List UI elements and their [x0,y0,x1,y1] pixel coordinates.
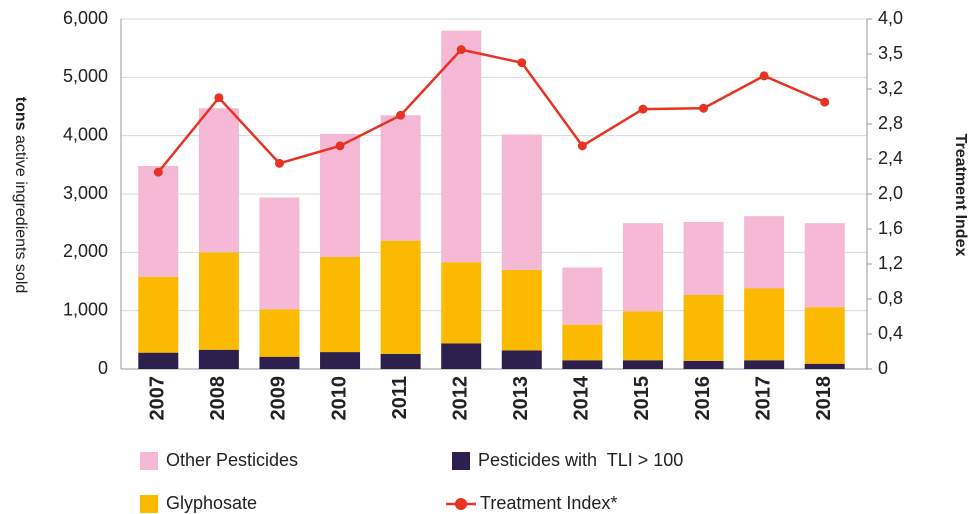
bar-segment [804,363,845,369]
y-axis-label: tons active ingredients sold [12,97,29,294]
legend-swatch [452,452,470,470]
bar-segment [562,267,603,325]
y2-tick-label: 4,0 [878,8,903,28]
y-tick-label: 6,000 [63,8,108,28]
legend-label: Other Pesticides [166,450,298,470]
legend-marker [455,498,467,510]
bar-segment [138,352,179,369]
bar-segment [683,360,724,369]
x-tick-label: 2008 [207,376,229,421]
line-point [335,141,345,151]
bar-segment [320,133,361,257]
x-tick-label: 2007 [147,376,169,421]
x-tick-label: 2017 [752,376,774,421]
bar-segment [562,360,603,369]
bar-segment [441,30,482,263]
line-point [638,104,648,114]
y2-tick-label: 3,5 [878,43,903,63]
bar-segment [198,252,239,350]
line-point [274,158,284,168]
x-tick-label: 2016 [692,376,714,421]
bar-segment [501,350,542,369]
line-point [699,103,709,113]
x-tick-label: 2013 [510,376,532,421]
legend-swatch [140,495,158,513]
bar-segment [744,288,785,361]
bar-segment [622,223,663,312]
bar-segment [804,223,845,308]
y2-tick-label: 2,0 [878,183,903,203]
bar-segment [622,360,663,369]
line-point [396,110,406,120]
bar-segment [744,360,785,369]
bar-segment [380,353,421,369]
bar-segment [501,134,542,270]
x-tick-label: 2015 [631,376,653,421]
bar-segment [441,343,482,369]
bar-segment [562,324,603,361]
bar-segment [380,115,421,241]
legend-swatch [140,452,158,470]
bar-segment [441,262,482,344]
legend-label: Glyphosate [166,493,257,513]
bar-segment [138,166,179,277]
y2-tick-label: 0,4 [878,323,903,343]
y2-tick-label: 1,6 [878,218,903,238]
bar-segment [622,311,663,361]
bar-segment [501,269,542,351]
bar-segment [380,240,421,354]
bar-segment [138,276,179,353]
y-label-bold: tons [12,97,29,131]
y-tick-label: 1,000 [63,299,108,319]
y-tick-label: 5,000 [63,66,108,86]
bar-segment [320,352,361,369]
x-tick-label: 2012 [449,376,471,421]
line-point [214,93,224,103]
y2-tick-label: 2,8 [878,113,903,133]
x-tick-label: 2014 [571,375,593,420]
y2-tick-label: 0 [878,358,888,378]
bar-segment [259,197,300,310]
legend-label: Treatment Index* [480,493,617,513]
line-point [456,45,466,55]
bar-segment [683,294,724,361]
y-label: active ingredients sold [12,135,29,293]
line [157,48,826,173]
y-tick-label: 2,000 [63,241,108,261]
x-tick-label: 2018 [813,376,835,421]
y2-tick-label: 1,2 [878,253,903,273]
line-point [759,71,769,81]
line-point [153,167,163,177]
y2-axis-label: Treatment Index [952,134,969,257]
x-tick-label: 2010 [328,376,350,421]
bar-segment [320,257,361,353]
line-point [820,97,830,107]
bar-segment [744,216,785,289]
y2-tick-label: 3,2 [878,78,903,98]
x-tick-label: 2009 [268,376,290,421]
y-tick-label: 4,000 [63,124,108,144]
y2-tick-label: 2,4 [878,148,903,168]
bar-segment [259,309,300,357]
bar-segment [198,108,239,253]
bar-segment [804,307,845,364]
x-tick-label: 2011 [389,376,411,419]
y2-tick-label: 0,8 [878,288,903,308]
y-tick-label: 3,000 [63,183,108,203]
bar-segment [198,349,239,369]
line-point [577,141,587,151]
y-tick-label: 0 [98,358,108,378]
legend-label: Pesticides with TLI > 100 [478,450,683,470]
line-point [517,58,527,68]
bar-segment [259,356,300,369]
bar-segment [683,222,724,295]
